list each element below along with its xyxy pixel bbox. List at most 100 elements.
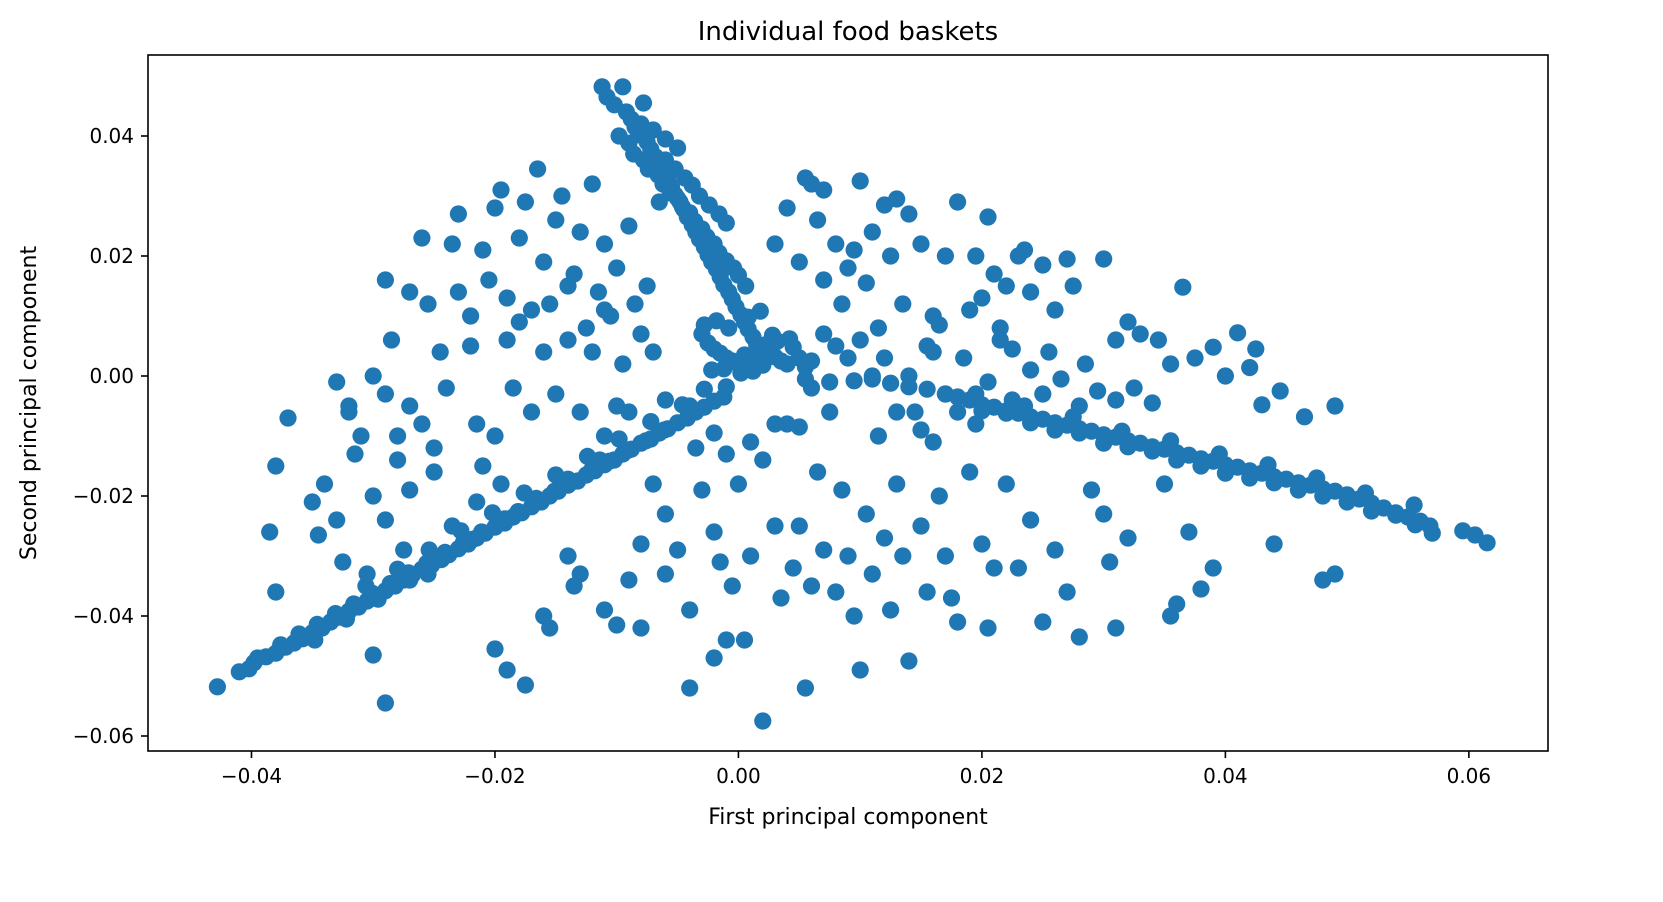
y-axis-label: Second principal component: [17, 246, 42, 561]
data-point: [875, 529, 894, 547]
data-point: [547, 211, 565, 229]
data-point: [681, 679, 699, 697]
data-point: [1387, 506, 1405, 524]
data-point: [309, 526, 327, 544]
data-point: [376, 385, 394, 403]
data-point: [924, 433, 942, 451]
data-point: [1022, 361, 1040, 379]
data-point: [669, 139, 687, 157]
data-point: [656, 505, 675, 523]
data-point: [381, 575, 399, 593]
data-point: [589, 283, 608, 301]
data-point: [882, 247, 900, 265]
data-point: [595, 427, 614, 445]
data-point: [742, 547, 760, 565]
data-point: [655, 421, 673, 439]
data-point: [541, 619, 559, 637]
data-point: [857, 274, 875, 292]
data-point: [498, 289, 516, 307]
data-point: [1162, 432, 1180, 450]
data-point: [918, 380, 936, 398]
data-point: [875, 349, 894, 367]
data-point: [1405, 496, 1423, 514]
data-point: [985, 559, 1003, 577]
data-point: [480, 271, 498, 289]
data-point: [620, 217, 638, 235]
data-point: [815, 181, 833, 199]
data-point: [1216, 464, 1234, 482]
data-point: [1082, 481, 1101, 499]
data-point: [863, 367, 881, 385]
data-point: [425, 439, 443, 457]
data-point: [1326, 565, 1344, 583]
data-point: [577, 319, 595, 337]
data-point: [1314, 487, 1332, 505]
data-point: [1076, 355, 1094, 373]
data-point: [851, 172, 869, 190]
data-point: [827, 337, 845, 355]
data-point: [583, 343, 601, 361]
y-tick-label: −0.04: [73, 604, 134, 628]
data-point: [547, 385, 565, 403]
data-point: [833, 481, 851, 499]
data-point: [1143, 442, 1161, 460]
data-point: [1168, 451, 1186, 469]
data-point: [894, 547, 912, 565]
data-point: [431, 343, 449, 361]
data-point: [464, 530, 482, 548]
data-point: [389, 451, 407, 469]
data-point: [578, 447, 597, 465]
data-point: [462, 337, 480, 355]
data-point: [809, 463, 827, 481]
data-point: [516, 676, 535, 694]
data-point: [778, 199, 796, 217]
data-point: [815, 271, 833, 289]
data-point: [1204, 559, 1222, 577]
data-point: [1423, 524, 1441, 542]
data-point: [888, 190, 906, 208]
data-point: [468, 493, 486, 511]
data-point: [632, 535, 650, 553]
data-point: [900, 367, 918, 385]
data-point: [492, 475, 510, 493]
x-tick-label: 0.06: [1447, 764, 1492, 788]
data-point: [510, 313, 528, 331]
data-point: [869, 427, 888, 445]
data-point: [669, 541, 687, 559]
data-point: [930, 316, 948, 334]
data-point: [1216, 367, 1234, 385]
y-tick-label: 0.02: [89, 244, 134, 268]
data-point: [1356, 484, 1374, 502]
data-point: [711, 553, 729, 571]
data-point: [1015, 241, 1034, 259]
data-point: [389, 427, 407, 445]
data-point: [863, 223, 881, 241]
data-point: [559, 547, 577, 565]
data-point: [991, 319, 1009, 337]
data-point: [949, 193, 967, 211]
data-point: [1034, 613, 1052, 631]
data-point: [443, 235, 461, 253]
data-point: [267, 583, 285, 601]
data-point: [306, 631, 324, 649]
data-point: [766, 235, 784, 253]
data-point: [991, 331, 1009, 349]
x-axis-label: First principal component: [708, 805, 988, 830]
data-point: [1040, 343, 1058, 361]
data-point: [595, 301, 614, 319]
data-point: [979, 373, 997, 391]
data-point: [1070, 424, 1088, 442]
data-point: [437, 379, 455, 397]
data-point: [827, 235, 845, 253]
y-tick-label: −0.06: [73, 724, 134, 748]
data-point: [1241, 469, 1259, 487]
data-point: [744, 362, 762, 380]
data-point: [961, 463, 979, 481]
data-point: [967, 385, 985, 403]
data-point: [364, 487, 382, 505]
data-point: [821, 373, 839, 391]
data-point: [1271, 382, 1289, 400]
data-point: [382, 331, 401, 349]
data-point: [894, 295, 912, 313]
